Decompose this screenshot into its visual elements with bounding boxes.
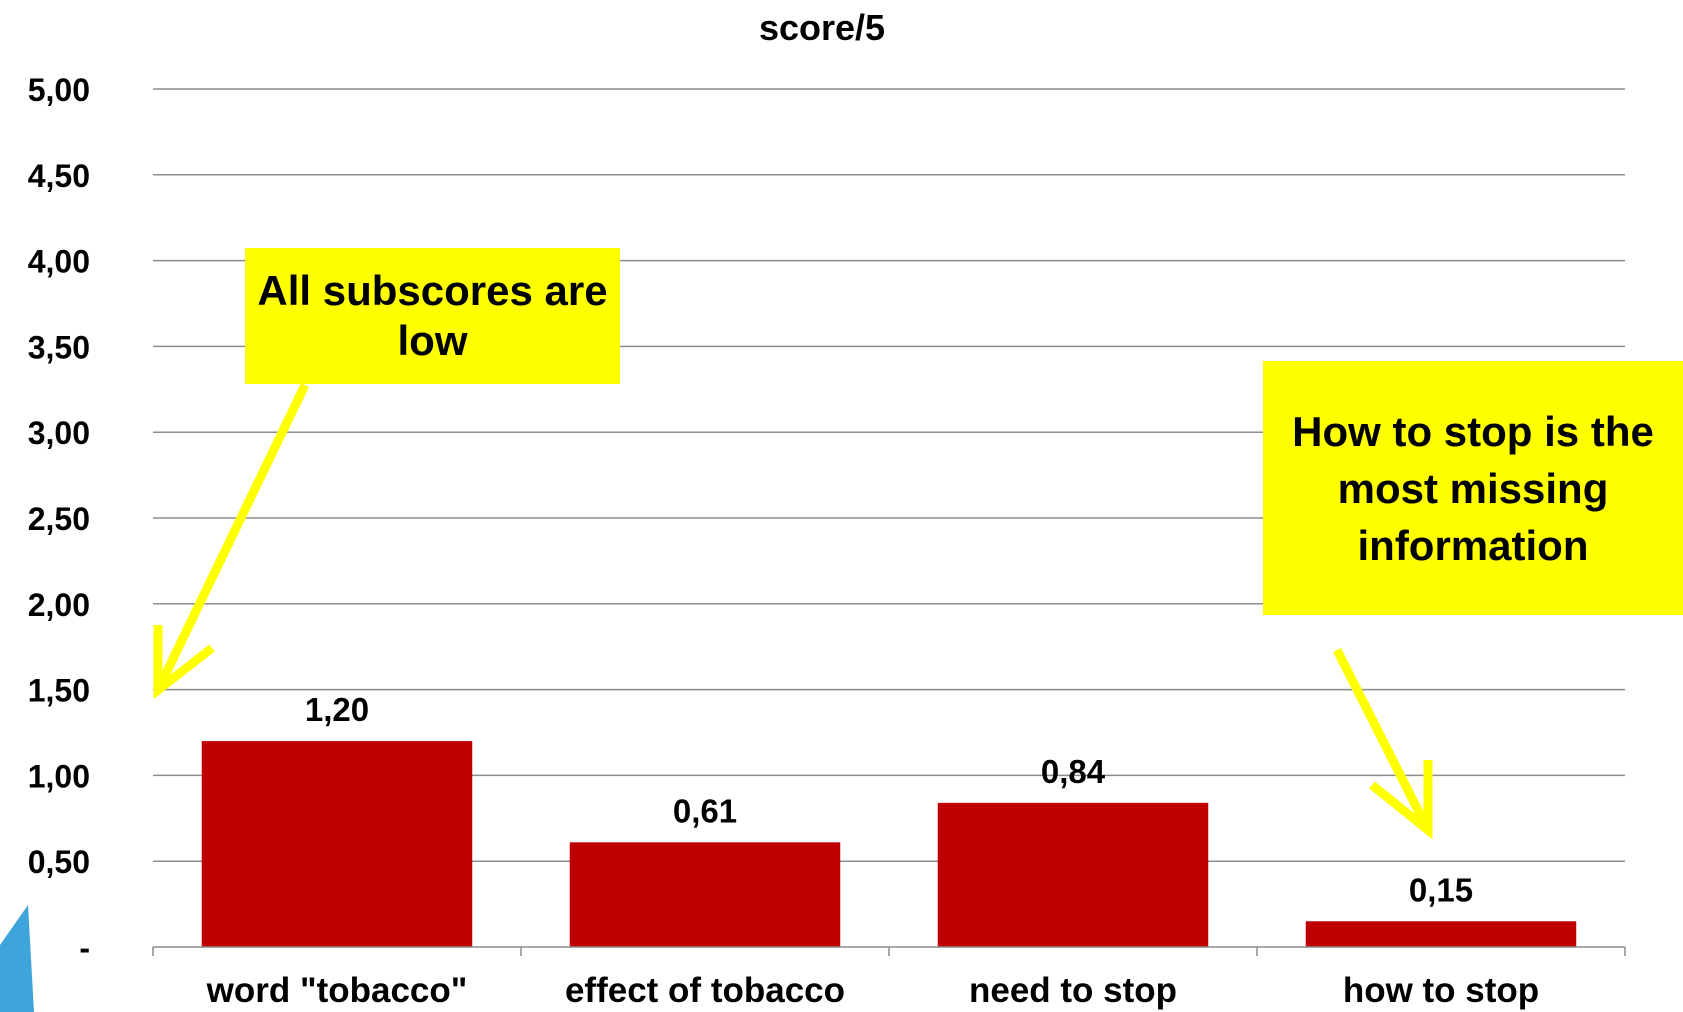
- annotation-how-to-stop-missing: How to stop is the most missing informat…: [1263, 361, 1683, 615]
- y-tick-label: -: [79, 930, 90, 966]
- y-tick-label: 3,50: [28, 329, 90, 365]
- x-axis-tick-labels: word "tobacco" effect of tobacco need to s…: [206, 971, 1540, 1010]
- y-tick-label: 4,50: [28, 158, 90, 194]
- annotation-all-subscores-low: All subscores are low: [245, 248, 620, 384]
- y-axis-tick-labels: - 0,50 1,00 1,50 2,00 2,50 3,00 3,50 4,00 4,50 5,0…: [28, 72, 90, 966]
- bar: [937, 802, 1209, 947]
- data-label: 0,61: [673, 792, 737, 829]
- x-tick-label: how to stop: [1343, 971, 1539, 1010]
- arrow-1-head-icon: [153, 625, 215, 700]
- decorative-corner-shape: [0, 905, 34, 1012]
- y-tick-label: 1,00: [28, 758, 90, 794]
- arrow-1-icon: [153, 383, 310, 692]
- y-tick-label: 0,50: [28, 844, 90, 880]
- bar: [569, 842, 841, 947]
- x-tick-label: effect of tobacco: [565, 971, 845, 1010]
- y-tick-label: 4,00: [28, 244, 90, 280]
- y-tick-label: 2,00: [28, 587, 90, 623]
- x-axis: [152, 946, 1626, 956]
- arrow-2-icon: [1332, 647, 1433, 833]
- y-tick-label: 1,50: [28, 673, 90, 709]
- y-tick-label: 5,00: [28, 72, 90, 108]
- data-labels: 1,20 0,61 0,84 0,15: [305, 691, 1473, 908]
- x-tick-label: need to stop: [969, 971, 1177, 1010]
- bars: [201, 741, 1577, 947]
- y-tick-label: 3,00: [28, 415, 90, 451]
- arrow-2-head-icon: [1369, 760, 1433, 840]
- y-tick-label: 2,50: [28, 501, 90, 537]
- annotation-arrows: [153, 383, 1433, 840]
- data-label: 1,20: [305, 691, 369, 728]
- data-label: 0,84: [1041, 753, 1106, 790]
- chart-title: score/5: [759, 7, 885, 48]
- bar: [201, 741, 473, 947]
- data-label: 0,15: [1409, 871, 1473, 908]
- bar: [1305, 921, 1577, 947]
- x-tick-label: word "tobacco": [206, 971, 468, 1010]
